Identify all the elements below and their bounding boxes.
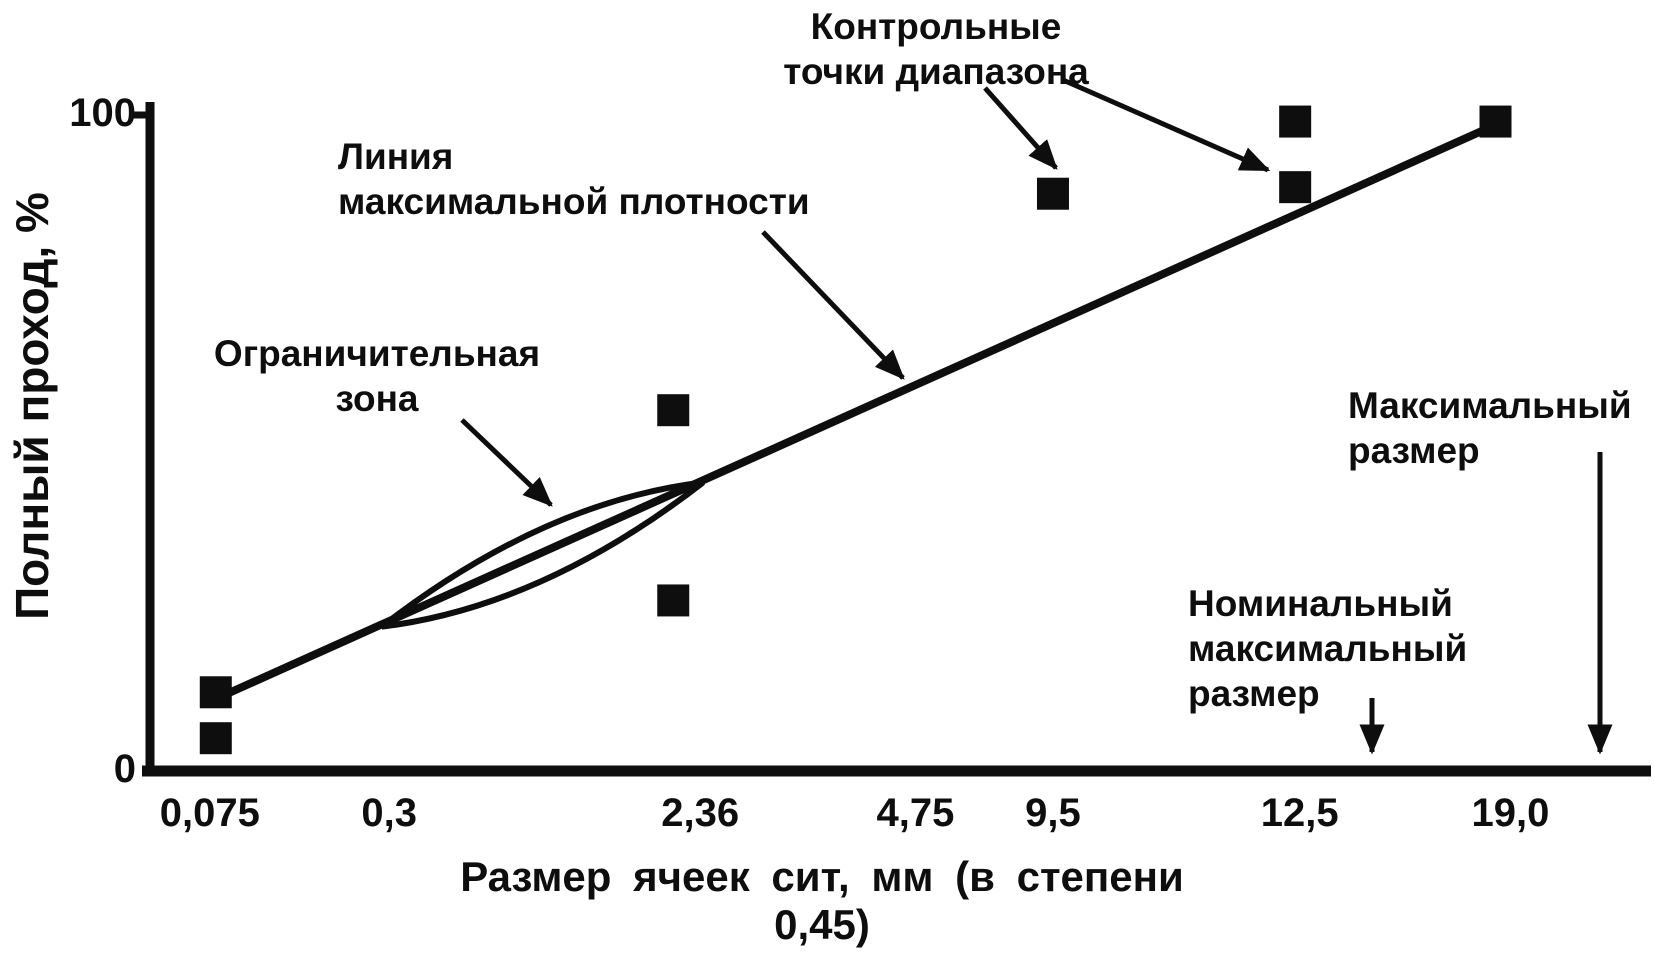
x-tick-label-19,0: 19,0 — [1471, 791, 1550, 835]
annotation-control-points-line-2: точки диапазона — [783, 51, 1089, 93]
x-tick-label-0,075: 0,075 — [159, 791, 260, 835]
annotation-restricted-zone-line-2: зона — [335, 378, 419, 420]
annotation-max-density-line-line-1: Линия — [338, 136, 454, 177]
y-axis-title: Полный проход, % — [6, 192, 58, 620]
control-point-marker — [1279, 105, 1312, 138]
control-point-marker — [1279, 171, 1312, 204]
annotation-nominal-maximum-size-line-2: максимальный — [1188, 628, 1468, 670]
y-tick-label-0: 0 — [113, 747, 136, 791]
x-tick-label-2,36: 2,36 — [661, 791, 740, 835]
x-tick-label-12,5: 12,5 — [1260, 791, 1339, 835]
restricted-zone-lower-bound — [381, 479, 705, 630]
annotation-control-points-line-1: Контрольные — [810, 6, 1062, 47]
annotation-arrow-max-density-line — [761, 230, 905, 380]
annotation-max-density-line: Линия максимальной плотности — [338, 134, 958, 224]
x-tick-label-0,3: 0,3 — [361, 791, 417, 835]
annotation-control-points: Контрольные точки диапазона — [718, 4, 1154, 94]
x-tick-label-4,75: 4,75 — [876, 791, 955, 835]
annotation-restricted-zone-line-1: Ограничительная — [213, 333, 541, 374]
annotation-restricted-zone: Ограничительная зона — [196, 331, 558, 421]
annotation-maximum-size-line-1: Максимальный — [1348, 385, 1632, 426]
annotation-maximum-size: Максимальный размер — [1348, 383, 1654, 473]
x-tick-label-9,5: 9,5 — [1025, 791, 1081, 835]
annotation-nominal-maximum-size: Номинальный максимальный размер — [1188, 581, 1528, 716]
annotation-maximum-size-line-2: размер — [1348, 430, 1480, 472]
annotation-nominal-maximum-size-line-1: Номинальный — [1188, 583, 1453, 624]
annotation-arrow-control-points — [1061, 77, 1271, 173]
y-tick-label-100: 100 — [69, 91, 136, 135]
maximum-density-line — [211, 120, 1500, 703]
control-point-marker — [199, 722, 232, 755]
control-point-marker — [657, 394, 690, 427]
control-point-marker — [657, 584, 690, 617]
annotation-arrow-restricted-zone — [460, 418, 553, 507]
annotation-arrow-control-points — [983, 86, 1058, 170]
restricted-zone-upper-bound — [379, 479, 704, 630]
x-axis-title: Размер ячеек сит, мм (в степени 0,45) — [460, 853, 1184, 948]
annotation-max-density-line-line-2: максимальной плотности — [338, 181, 810, 223]
annotation-nominal-maximum-size-line-3: размер — [1188, 673, 1320, 715]
control-point-marker — [1036, 177, 1069, 210]
